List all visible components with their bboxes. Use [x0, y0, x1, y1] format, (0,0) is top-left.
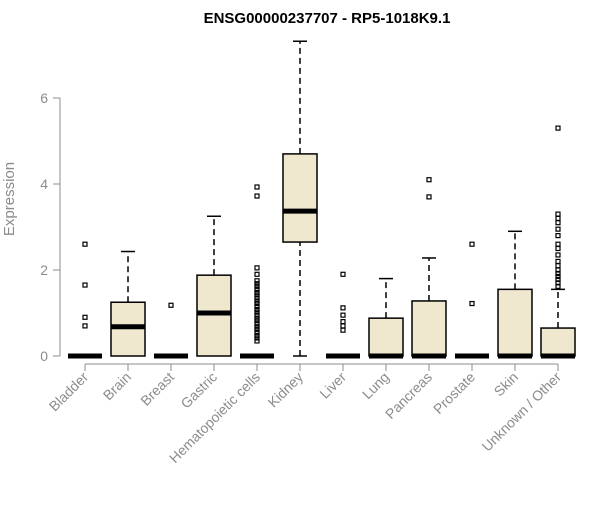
box-prostate	[455, 241, 489, 359]
x-tick-label: Skin	[491, 369, 522, 400]
x-tick-label: Gastric	[177, 369, 220, 412]
box-hematopoietic-cells	[240, 184, 274, 359]
x-tick-label: Brain	[100, 369, 134, 403]
outlier-point	[555, 220, 561, 226]
outlier-point	[469, 241, 475, 247]
y-axis: 0 2 4 6	[40, 90, 61, 364]
outlier-point	[555, 226, 561, 232]
x-tick-label: Kidney	[265, 369, 307, 411]
outlier-point	[555, 233, 561, 239]
plot-area	[68, 40, 576, 359]
outlier-point	[254, 329, 260, 335]
outlier-point	[254, 295, 260, 301]
outlier-point	[426, 177, 432, 183]
y-tick-label: 4	[40, 176, 48, 192]
outlier-point	[469, 300, 475, 307]
outlier-point	[340, 323, 346, 329]
outlier-point	[555, 211, 561, 217]
outlier-point	[555, 245, 561, 252]
y-tick-label: 0	[40, 348, 48, 364]
outlier-point	[340, 312, 346, 318]
box-skin	[497, 230, 533, 359]
x-tick-label: Pancreas	[382, 369, 435, 422]
outlier-point	[555, 215, 561, 221]
outlier-point	[555, 263, 561, 269]
box-liver	[326, 271, 360, 359]
outlier-point	[254, 278, 260, 284]
x-tick-label: Breast	[137, 369, 177, 409]
box-breast	[154, 302, 188, 359]
outlier-point	[254, 303, 260, 310]
outlier-point	[254, 265, 260, 271]
outlier-point	[254, 306, 260, 313]
iqr-box	[411, 300, 447, 357]
y-tick-label: 2	[40, 262, 48, 278]
chart-title: ENSG00000237707 - RP5-1018K9.1	[204, 10, 451, 27]
outlier-point	[340, 319, 346, 325]
outlier-point	[168, 302, 174, 308]
x-tick-label: Unknown / Other	[479, 369, 565, 455]
outlier-point	[340, 327, 346, 333]
box-bladder	[68, 241, 102, 359]
iqr-box	[497, 288, 533, 357]
outlier-point	[555, 125, 561, 131]
outlier-point	[555, 276, 561, 283]
y-axis-label: Expression	[1, 162, 18, 236]
x-tick-label: Lung	[359, 369, 392, 402]
iqr-box	[368, 317, 404, 357]
outlier-point	[254, 271, 260, 277]
x-tick-label: Liver	[316, 369, 349, 402]
outlier-point	[82, 314, 88, 320]
y-tick-label: 6	[40, 90, 48, 106]
outlier-point	[254, 184, 260, 190]
outlier-point	[555, 258, 561, 264]
outlier-point	[254, 281, 260, 287]
box-gastric	[196, 215, 232, 357]
outlier-point	[340, 305, 346, 311]
box-kidney	[282, 40, 318, 357]
outlier-point	[254, 338, 260, 344]
outlier-point	[254, 315, 260, 321]
x-tick-label: Bladder	[46, 369, 92, 415]
outlier-point	[82, 323, 88, 329]
box-unknown-other	[540, 125, 576, 359]
outlier-point	[426, 194, 432, 200]
outlier-point	[254, 193, 260, 199]
outlier-point	[340, 271, 346, 277]
outlier-point	[82, 241, 88, 247]
box-brain	[110, 250, 146, 357]
box-pancreas	[411, 177, 447, 359]
iqr-box	[196, 274, 232, 357]
outlier-point	[254, 286, 260, 292]
outlier-point	[254, 324, 260, 330]
outlier-point	[254, 289, 260, 295]
outlier-point	[555, 241, 561, 247]
outlier-point	[254, 298, 260, 304]
iqr-box	[540, 327, 576, 357]
outlier-point	[254, 332, 260, 338]
x-tick-label: Prostate	[430, 369, 478, 417]
iqr-box	[282, 153, 318, 243]
box-lung	[368, 277, 404, 359]
outlier-point	[555, 273, 561, 280]
outlier-point	[254, 312, 260, 318]
outlier-point	[82, 282, 88, 288]
outlier-point	[555, 252, 561, 258]
outlier-point	[254, 321, 260, 327]
